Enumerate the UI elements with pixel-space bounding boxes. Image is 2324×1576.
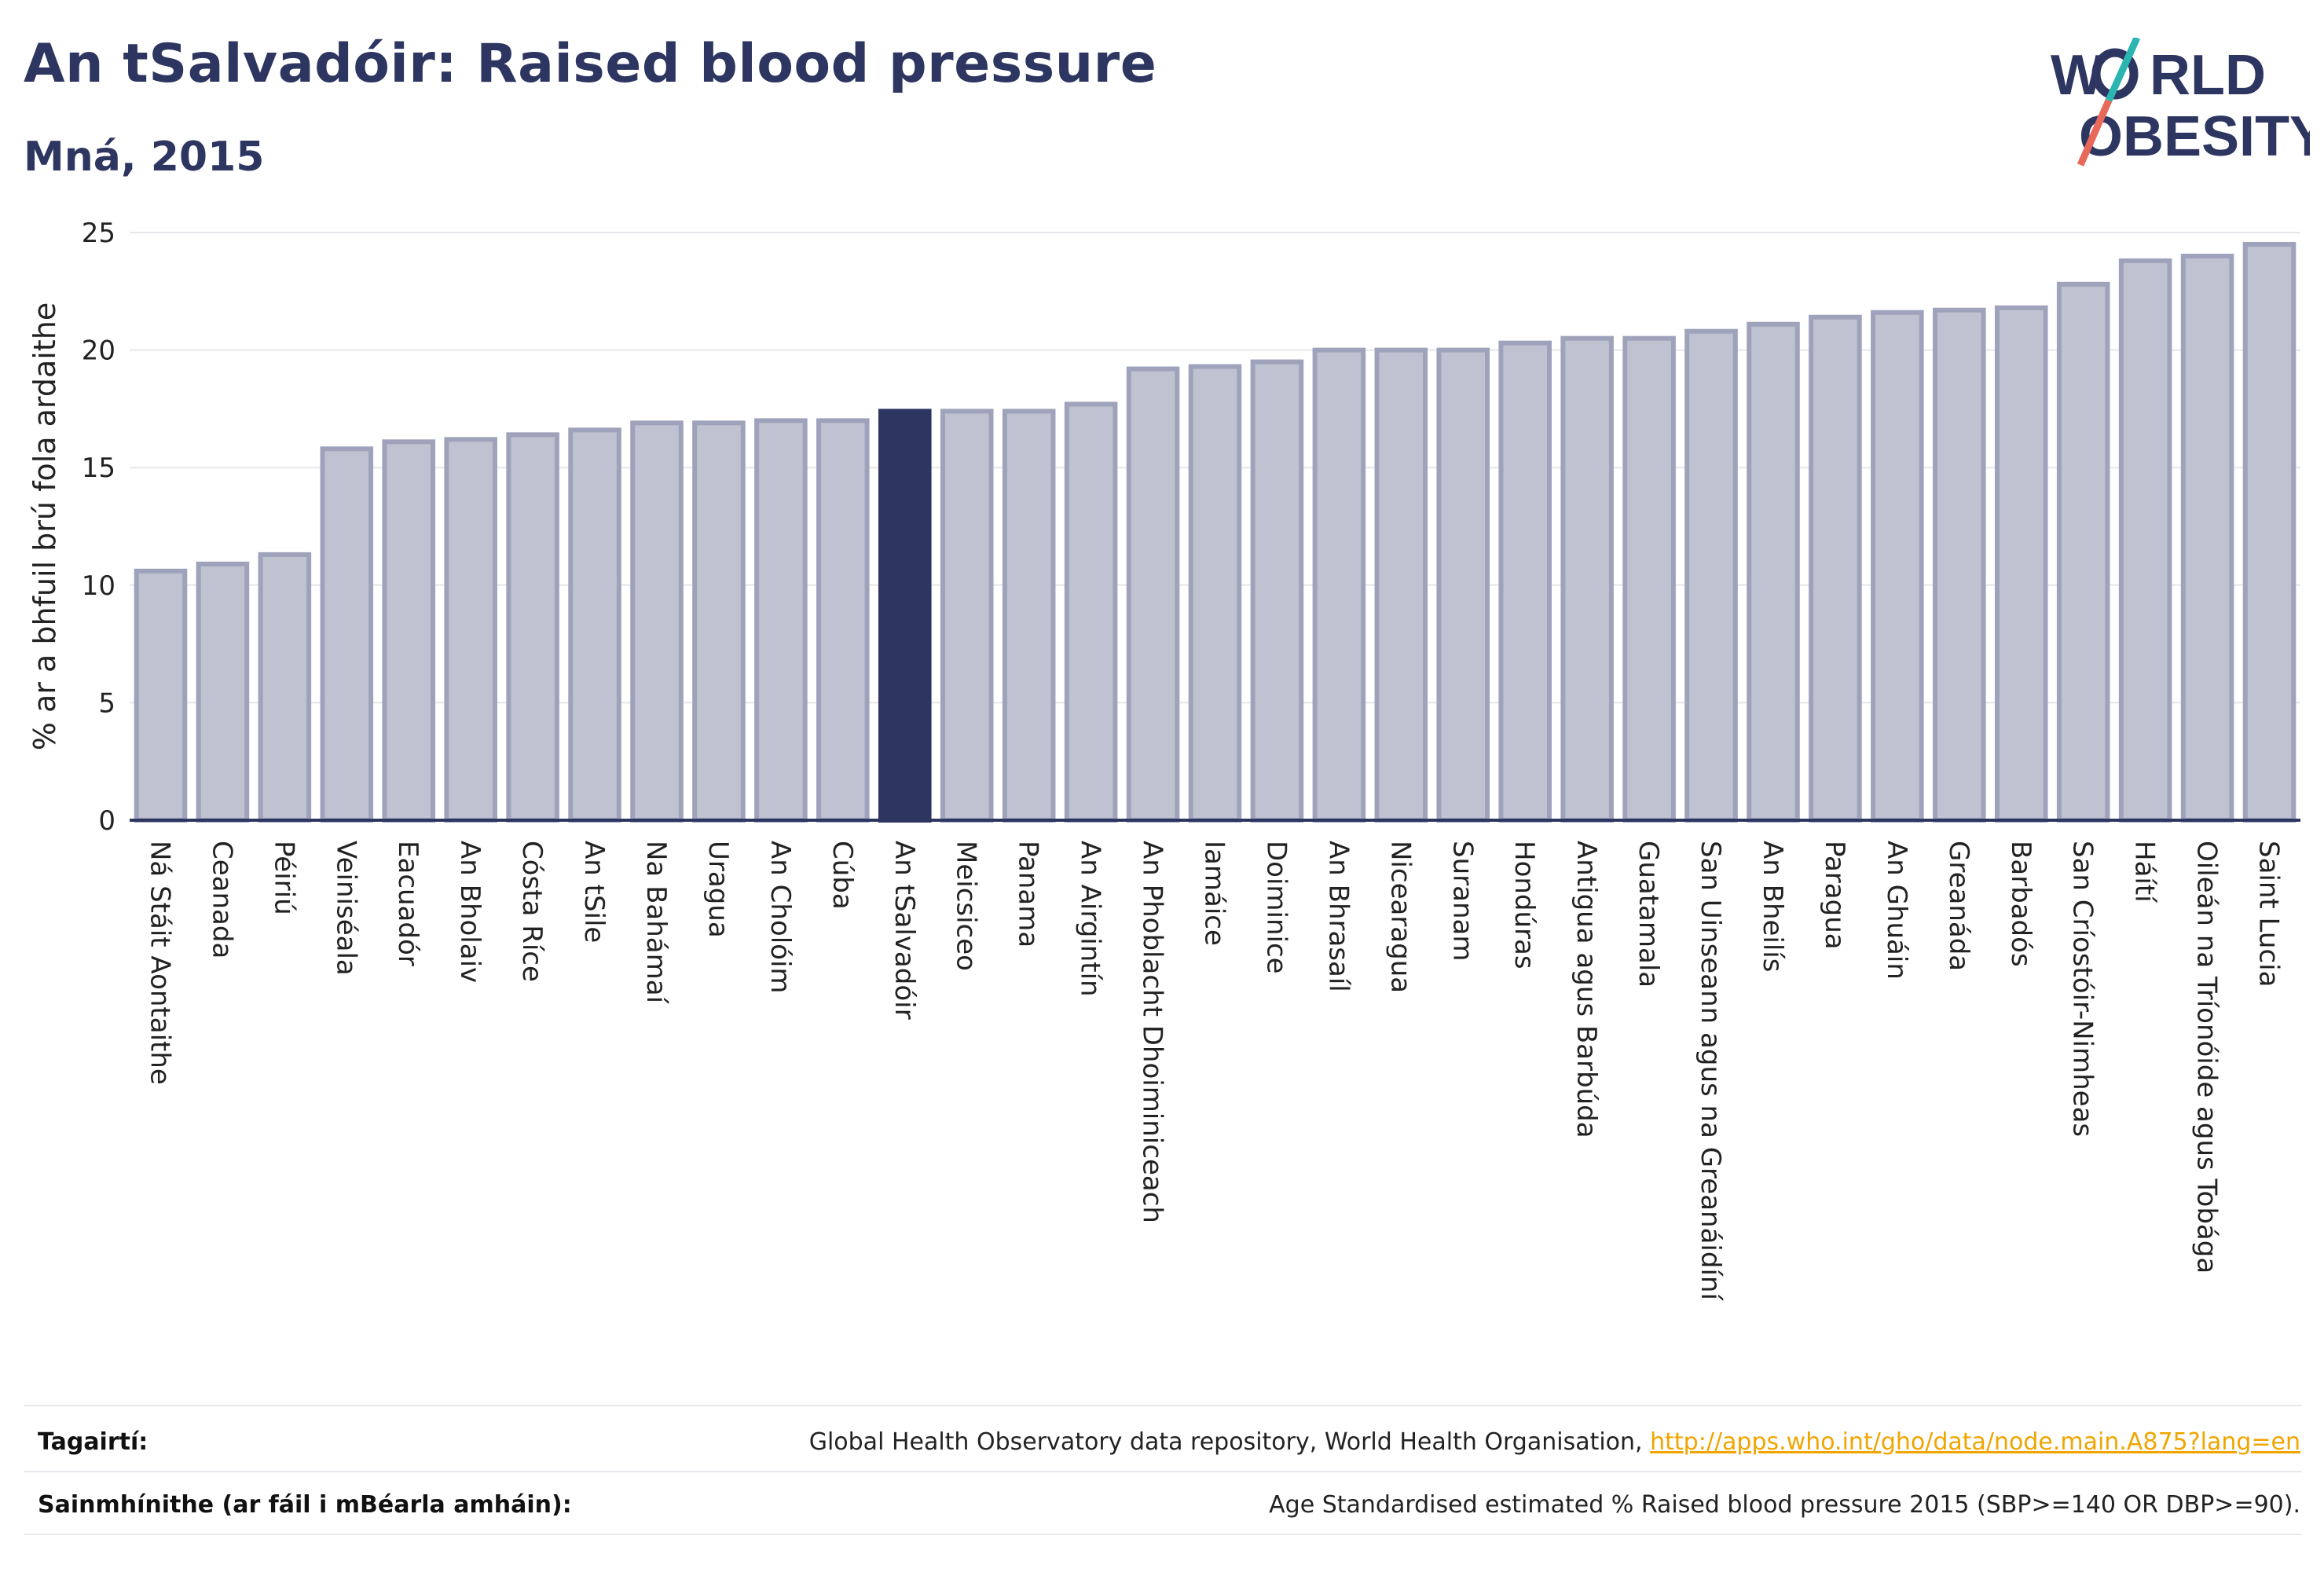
- bar: [2180, 253, 2234, 823]
- x-tick-label: San Críostóir-Nimheas: [2067, 841, 2099, 1137]
- x-tick-label: Antigua agus Barbúda: [1571, 841, 1602, 1138]
- x-tick-label: An Phoblacht Dhoiminiceach: [1137, 841, 1168, 1223]
- bar: [1747, 321, 1800, 823]
- x-tick-label: Na Bahámaí: [640, 841, 672, 1005]
- bar: [1002, 409, 1056, 823]
- x-tick-label: Paragua: [1819, 841, 1850, 950]
- svg-text:OBESITY: OBESITY: [2079, 105, 2310, 168]
- references-label: Tagairtí:: [38, 1428, 148, 1456]
- y-tick-label: 5: [98, 687, 115, 719]
- bar: [1622, 335, 1676, 823]
- world-obesity-logo: W RLD OBESITY: [2051, 38, 2310, 168]
- bar: [630, 420, 684, 823]
- x-tick-label: An tSalvadóir: [889, 841, 920, 1020]
- x-tick-label: An Bhrasaíl: [1322, 841, 1354, 992]
- bar: [320, 446, 374, 823]
- bar: [1312, 347, 1366, 823]
- x-tick-label: An Cholóim: [764, 841, 796, 994]
- x-tick-label: An Bholaiv: [454, 841, 486, 983]
- bar-highlight: [878, 409, 932, 823]
- x-tick-label: San Uinseann agus na Greanáidíní: [1695, 841, 1726, 1301]
- bar: [1994, 305, 2048, 823]
- bar: [2118, 258, 2172, 823]
- x-tick-label: Veiniséala: [330, 841, 361, 976]
- bar: [1498, 340, 1552, 823]
- footer-divider: [24, 1471, 2302, 1472]
- x-tick-label: Iamáice: [1199, 841, 1230, 946]
- bar: [1126, 366, 1180, 823]
- bar: [1374, 347, 1428, 823]
- bar: [1809, 314, 1862, 823]
- bar: [1560, 335, 1614, 823]
- y-tick-label: 10: [82, 570, 115, 602]
- x-tick-label: Ná Stáit Aontaithe: [144, 841, 175, 1085]
- bar: [1188, 364, 1242, 823]
- x-tick-label: Greanáda: [1943, 841, 1974, 971]
- bar: [506, 432, 559, 823]
- definitions-value: Age Standardised estimated % Raised bloo…: [1269, 1491, 2300, 1519]
- x-tick-label: An Airgintín: [1075, 841, 1106, 997]
- footer-divider: [24, 1405, 2302, 1406]
- bar: [2056, 281, 2110, 823]
- bar: [1933, 307, 1986, 823]
- bar: [940, 409, 994, 823]
- x-tick-label: Péiriú: [268, 841, 299, 915]
- x-tick-label: An tSile: [578, 841, 610, 943]
- y-tick-label: 15: [82, 453, 115, 484]
- bar: [1436, 347, 1490, 823]
- x-tick-label: Háítí: [2129, 841, 2161, 903]
- bar: [1684, 328, 1738, 823]
- x-tick-label: Doiminice: [1260, 841, 1292, 974]
- x-tick-label: Meicsiceo: [951, 841, 982, 971]
- x-tick-label: Cúba: [827, 841, 858, 910]
- bar: [382, 439, 436, 823]
- logo-text: RLD: [2150, 44, 2266, 107]
- bar: [134, 568, 188, 823]
- references-text: Global Health Observatory data repositor…: [808, 1428, 1643, 1456]
- bar: [444, 437, 497, 823]
- x-tick-label: Eacuadór: [392, 841, 423, 966]
- logo-text: BESITY: [2123, 105, 2310, 168]
- x-tick-label: Oileán na Tríonóide agus Tobága: [2191, 841, 2223, 1274]
- y-tick-label: 20: [82, 335, 115, 367]
- x-tick-label: Panama: [1013, 841, 1044, 947]
- references-link[interactable]: http://apps.who.int/gho/data/node.main.A…: [1650, 1428, 2300, 1456]
- x-tick-label: Uragua: [702, 841, 734, 938]
- page-title: An tSalvadóir: Raised blood pressure: [24, 33, 1157, 95]
- x-tick-label: Hondúras: [1508, 841, 1540, 969]
- definitions-label: Sainmhínithe (ar fáil i mBéarla amháin):: [38, 1491, 572, 1519]
- x-tick-label: Guatamala: [1633, 841, 1664, 988]
- y-tick-label: 25: [82, 218, 115, 249]
- bar-chart: 0 5 10 15 20 25 % ar a bhfuil brú fola ardaith…: [27, 218, 2300, 1301]
- bar: [1250, 359, 1304, 823]
- bar: [196, 561, 250, 823]
- bar: [1871, 310, 1924, 823]
- y-tick-label: 0: [98, 805, 115, 837]
- x-tick-label: Cósta Ríce: [516, 841, 548, 982]
- x-tick-label: Saint Lucia: [2253, 841, 2285, 987]
- references-value: Global Health Observatory data repositor…: [809, 1428, 2300, 1456]
- bar: [692, 420, 746, 823]
- bar: [258, 552, 312, 823]
- bar: [754, 418, 808, 823]
- x-tick-label: Nicearagua: [1384, 841, 1416, 993]
- page-subtitle: Mná, 2015: [24, 134, 265, 181]
- footer-divider: [24, 1534, 2302, 1535]
- bar: [1064, 401, 1118, 823]
- x-tick-label: An Bheilís: [1757, 841, 1788, 972]
- bar: [816, 418, 870, 823]
- x-tick-label: Suranam: [1446, 841, 1478, 961]
- x-tick-label: Barbadós: [2005, 841, 2036, 967]
- y-axis-label: % ar a bhfuil brú fola ardaithe: [27, 302, 62, 750]
- x-tick-label: Ceanada: [206, 841, 237, 958]
- bar: [2242, 241, 2297, 823]
- x-tick-label: An Ghuáin: [1881, 841, 1912, 980]
- bar: [568, 427, 621, 823]
